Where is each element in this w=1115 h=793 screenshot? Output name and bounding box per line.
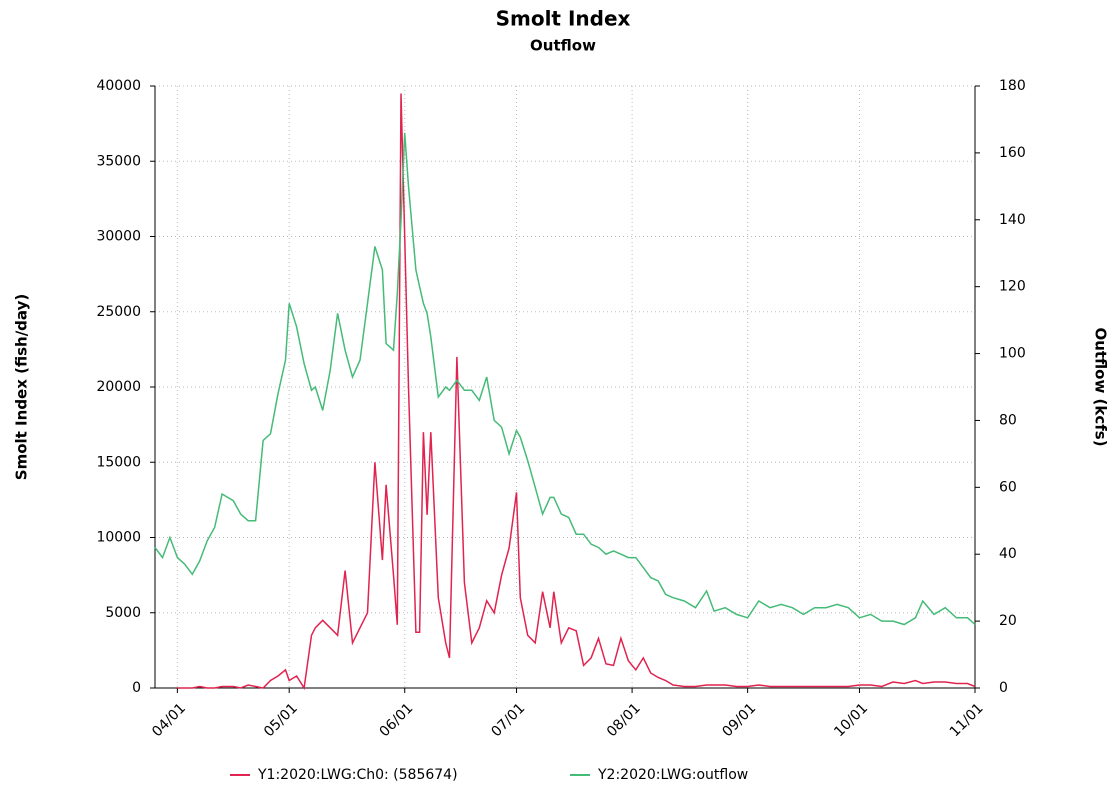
y2-tick-label: 140 bbox=[999, 212, 1026, 228]
y-tick-label: 35000 bbox=[96, 153, 141, 169]
y-tick-label: 10000 bbox=[96, 530, 141, 546]
x-tick-label: 04/01 bbox=[149, 700, 189, 740]
x-tick-label: 06/01 bbox=[377, 700, 417, 740]
y2-tick-label: 60 bbox=[999, 479, 1017, 495]
y2-tick-label: 20 bbox=[999, 613, 1017, 629]
x-tick-label: 09/01 bbox=[719, 700, 759, 740]
legend-label: Y2:2020:LWG:outflow bbox=[597, 767, 748, 783]
chart-title: Smolt Index bbox=[496, 7, 631, 31]
y2-tick-label: 40 bbox=[999, 546, 1017, 562]
data-line bbox=[177, 93, 976, 691]
y2-axis-label: Outflow (kcfs) bbox=[1092, 327, 1110, 446]
y2-tick-label: 0 bbox=[999, 680, 1008, 696]
y-tick-label: 0 bbox=[132, 680, 141, 696]
y-tick-label: 15000 bbox=[96, 454, 141, 470]
y-tick-label: 5000 bbox=[105, 605, 141, 621]
y2-tick-label: 160 bbox=[999, 145, 1026, 161]
y2-tick-label: 180 bbox=[999, 78, 1026, 94]
y-tick-label: 20000 bbox=[96, 379, 141, 395]
y-axis-label: Smolt Index (fish/day) bbox=[13, 294, 31, 480]
x-tick-label: 08/01 bbox=[604, 700, 644, 740]
y-tick-label: 25000 bbox=[96, 304, 141, 320]
y2-tick-label: 80 bbox=[999, 412, 1017, 428]
x-tick-label: 11/01 bbox=[947, 700, 987, 740]
x-tick-label: 10/01 bbox=[831, 700, 871, 740]
chart-subtitle: Outflow bbox=[530, 37, 596, 55]
legend-label: Y1:2020:LWG:Ch0: (585674) bbox=[257, 767, 458, 783]
x-tick-label: 07/01 bbox=[488, 700, 528, 740]
data-line bbox=[154, 132, 976, 626]
y-tick-label: 30000 bbox=[96, 229, 141, 245]
y2-tick-label: 120 bbox=[999, 279, 1026, 295]
y2-tick-label: 100 bbox=[999, 346, 1026, 362]
y-tick-label: 40000 bbox=[96, 78, 141, 94]
x-tick-label: 05/01 bbox=[261, 700, 301, 740]
